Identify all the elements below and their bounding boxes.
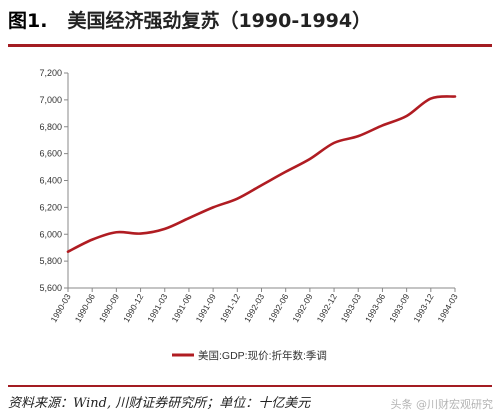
y-tick-label: 7,200 xyxy=(39,68,62,78)
x-tick-label: 1991-06 xyxy=(169,292,193,324)
x-tick-label: 1990-09 xyxy=(97,292,121,324)
source-note: 资料来源：Wind, 川财证券研究所；单位：十亿美元 xyxy=(8,396,311,411)
gdp-data-point xyxy=(357,135,359,137)
figure-title-text: 美国经济强劲复苏（1990-1994） xyxy=(67,10,372,32)
x-tick-label: 1991-12 xyxy=(218,292,242,324)
y-axis: 5,600 5,800 6,000 6,200 6,400 6,600 6,800 7,000… xyxy=(39,68,69,293)
x-tick-label: 1993-03 xyxy=(339,292,363,324)
gdp-data-point xyxy=(91,238,93,240)
x-axis: 1990-03 1990-06 1990-09 1990-12 1991-03 1991-… xyxy=(48,287,460,324)
y-tick-label: 6,000 xyxy=(39,229,62,239)
gdp-data-point xyxy=(164,228,166,230)
gdp-data-point xyxy=(381,124,383,126)
series-layer xyxy=(66,95,457,254)
y-tick-label: 5,800 xyxy=(39,256,62,266)
gdp-line-chart: 5,600 5,800 6,000 6,200 6,400 6,600 6,800 7,000… xyxy=(39,68,460,362)
legend: 美国:GDP:现价:折年数:季调 xyxy=(172,349,327,362)
watermark: 头条 @川财宏观研究 xyxy=(390,398,494,411)
x-tick-label: 1992-06 xyxy=(266,292,290,324)
x-tick-label: 1992-09 xyxy=(290,292,314,324)
gdp-data-point xyxy=(115,231,117,233)
gdp-data-point xyxy=(67,251,69,253)
x-tick-label: 1994-03 xyxy=(435,292,459,324)
figure-title: 图1. 美国经济强劲复苏（1990-1994） xyxy=(8,4,492,38)
gdp-data-point xyxy=(309,158,311,160)
x-tick-label: 1992-12 xyxy=(315,292,339,324)
title-rule xyxy=(8,44,492,47)
gdp-data-point xyxy=(284,171,286,173)
gdp-data-point xyxy=(333,142,335,144)
legend-label: 美国:GDP:现价:折年数:季调 xyxy=(198,349,327,362)
gdp-series-line xyxy=(66,95,457,254)
y-tick-label: 6,400 xyxy=(39,176,62,186)
x-tick-label: 1991-09 xyxy=(194,292,218,324)
y-tick-label: 6,200 xyxy=(39,202,62,212)
x-tick-label: 1990-03 xyxy=(48,292,72,324)
gdp-data-point xyxy=(212,206,214,208)
x-tick-label: 1990-12 xyxy=(121,292,145,324)
gdp-data-point xyxy=(260,184,262,186)
y-tick-label: 5,600 xyxy=(39,283,62,293)
x-tick-label: 1993-06 xyxy=(363,292,387,324)
gdp-data-point xyxy=(236,197,238,199)
x-tick-label: 1993-12 xyxy=(411,292,435,324)
x-tick-label: 1990-06 xyxy=(73,292,97,324)
figure-number: 图1. xyxy=(8,10,48,32)
gdp-data-point xyxy=(139,232,141,234)
gdp-data-point xyxy=(454,95,456,97)
x-tick-label: 1991-03 xyxy=(145,292,169,324)
y-tick-label: 7,000 xyxy=(39,95,62,105)
gdp-data-point xyxy=(430,97,432,99)
gdp-data-point xyxy=(405,115,407,117)
gdp-data-point xyxy=(188,217,190,219)
y-tick-label: 6,800 xyxy=(39,122,62,132)
footer-rule xyxy=(8,385,492,387)
y-tick-label: 6,600 xyxy=(39,149,62,159)
x-tick-label: 1993-09 xyxy=(387,292,411,324)
x-tick-label: 1992-03 xyxy=(242,292,266,324)
